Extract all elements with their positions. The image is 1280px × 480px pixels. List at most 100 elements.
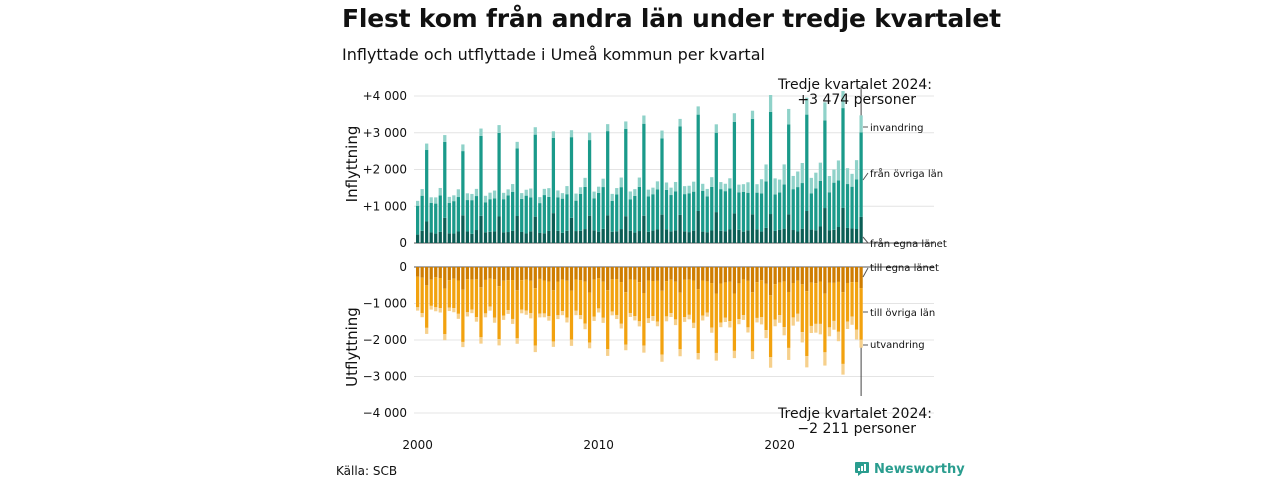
bar-in-20-2 [506, 189, 510, 196]
bar-in-38-1 [587, 140, 592, 216]
bar-in-52-1 [651, 194, 655, 231]
leader-till-egna-lanet [862, 267, 869, 278]
bar-out-57-1 [673, 281, 678, 320]
bar-in-14-2 [479, 128, 483, 136]
bar-in-1-2 [420, 189, 424, 196]
bar-out-71-1 [737, 283, 741, 320]
bar-in-90-2 [823, 102, 827, 121]
bar-in-72-2 [741, 184, 746, 192]
bar-in-93-2 [836, 160, 841, 181]
label-utvandring: utvandring [870, 340, 925, 351]
bar-in-32-2 [560, 193, 565, 199]
bar-in-41-0 [601, 228, 605, 243]
bar-out-40-2 [597, 308, 601, 313]
bar-out-52-0 [651, 267, 655, 282]
bar-in-53-2 [655, 181, 660, 190]
bar-in-18-1 [497, 132, 501, 217]
bar-out-86-0 [805, 267, 809, 292]
leader-fran-egna-lanet [862, 236, 869, 244]
bar-in-95-1 [845, 184, 850, 228]
bar-in-89-1 [818, 180, 823, 227]
bar-in-56-0 [669, 231, 673, 243]
bar-out-67-0 [719, 267, 723, 284]
bar-in-10-1 [461, 151, 465, 216]
bar-in-93-0 [836, 227, 841, 243]
xtick-2010: 2010 [583, 438, 614, 452]
bar-out-9-0 [456, 267, 460, 281]
bar-in-3-2 [429, 197, 433, 204]
bar-out-52-2 [651, 316, 655, 321]
bar-in-50-2 [642, 115, 646, 124]
bar-out-46-1 [624, 292, 628, 345]
label-fran-ovriga-lan: från övriga län [870, 167, 943, 180]
bar-out-47-2 [628, 313, 632, 317]
bar-out-57-0 [673, 267, 678, 282]
bar-out-55-1 [664, 281, 669, 317]
bar-out-8-0 [452, 267, 456, 279]
bar-in-37-1 [583, 186, 587, 230]
bar-in-97-0 [854, 228, 859, 243]
bar-out-33-1 [565, 280, 569, 318]
bar-out-3-0 [429, 267, 433, 280]
bar-in-58-2 [678, 118, 682, 127]
bar-out-4-1 [434, 277, 438, 308]
bar-out-97-1 [854, 282, 859, 330]
bar-out-64-1 [705, 281, 709, 313]
bar-in-17-2 [492, 190, 497, 199]
bar-in-98-0 [859, 216, 863, 243]
bar-in-26-2 [533, 127, 537, 135]
bar-out-61-1 [692, 280, 696, 323]
bar-out-9-1 [456, 280, 460, 314]
bar-in-35-2 [574, 193, 578, 201]
bar-out-67-2 [719, 322, 723, 328]
bar-in-9-1 [456, 197, 460, 232]
bar-in-14-1 [479, 135, 483, 216]
bar-out-56-1 [669, 279, 673, 314]
bar-out-93-0 [836, 267, 841, 282]
bar-out-78-1 [768, 295, 773, 358]
bar-out-30-1 [551, 290, 556, 342]
bar-in-98-1 [859, 132, 863, 217]
bar-out-85-0 [800, 267, 804, 285]
bar-out-7-0 [447, 267, 451, 281]
bar-out-36-1 [578, 280, 583, 316]
bar-in-70-2 [732, 113, 737, 122]
bar-in-83-0 [791, 230, 795, 243]
bar-out-22-0 [515, 267, 519, 291]
bar-in-80-2 [778, 179, 782, 193]
bar-in-21-2 [511, 184, 515, 193]
bar-in-92-1 [832, 182, 836, 230]
bar-in-74-0 [750, 214, 755, 243]
bar-in-63-1 [701, 190, 705, 232]
bar-in-97-2 [854, 160, 859, 180]
bar-in-83-1 [791, 189, 795, 231]
bar-out-69-2 [728, 321, 732, 328]
bar-in-90-1 [823, 120, 827, 209]
bar-out-56-0 [669, 267, 673, 280]
bar-in-78-2 [768, 95, 773, 112]
bar-out-73-0 [746, 267, 750, 281]
bar-out-82-1 [787, 291, 791, 348]
bar-out-6-2 [443, 334, 447, 341]
bar-out-61-0 [692, 267, 696, 281]
bar-out-75-0 [755, 267, 759, 283]
bar-in-64-2 [705, 188, 709, 197]
bar-out-15-1 [483, 279, 488, 314]
bar-in-4-1 [434, 203, 438, 234]
bar-out-94-2 [841, 363, 845, 375]
bar-out-34-2 [569, 339, 574, 346]
bar-out-9-2 [456, 313, 460, 319]
bar-out-97-0 [854, 267, 859, 283]
ylabel-inflyttning: Inflyttning [343, 126, 361, 203]
bar-out-30-0 [551, 267, 556, 291]
bar-in-30-0 [551, 213, 556, 243]
bar-in-60-0 [687, 232, 691, 243]
bar-out-21-2 [511, 318, 515, 324]
bar-out-96-1 [850, 282, 854, 317]
bar-out-95-1 [845, 282, 850, 322]
bar-out-51-0 [646, 267, 651, 281]
bar-out-89-0 [818, 267, 823, 282]
bar-out-76-1 [759, 280, 764, 318]
bar-out-16-0 [488, 267, 492, 279]
bar-out-96-2 [850, 316, 854, 325]
